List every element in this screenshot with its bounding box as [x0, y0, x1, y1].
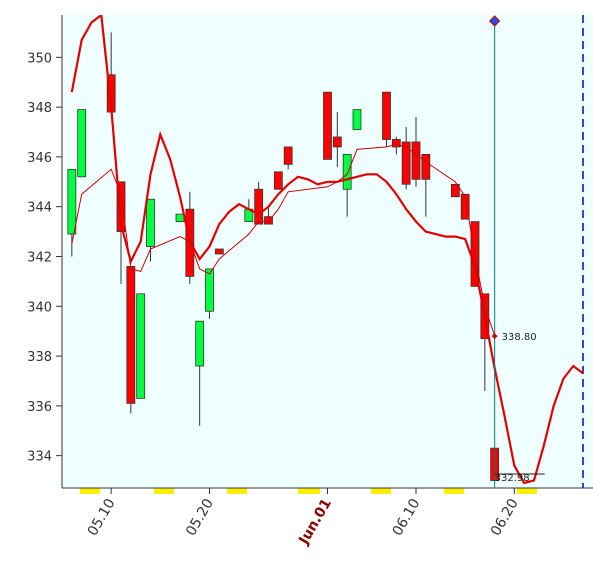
y-tick-label: 350 — [27, 51, 52, 66]
y-tick-label: 344 — [27, 201, 52, 216]
weekend-markers — [80, 488, 537, 494]
x-tick-label: 06.20 — [488, 496, 522, 539]
candle-body — [273, 171, 283, 190]
weekend-marker — [371, 488, 391, 494]
x-tick-label: 05.20 — [183, 496, 217, 539]
weekend-marker — [80, 488, 100, 494]
annotation: 332.98 — [495, 473, 530, 484]
y-tick-label: 342 — [27, 250, 52, 265]
candle-body — [352, 109, 362, 130]
candle-body — [264, 216, 273, 225]
candle-body — [401, 141, 411, 185]
candle-body — [67, 168, 77, 235]
candle-body — [283, 146, 293, 165]
candle-body — [195, 320, 205, 367]
candle-body — [77, 109, 87, 178]
candle-body — [214, 248, 224, 255]
y-tick-label: 334 — [27, 450, 52, 465]
candle-body — [205, 268, 214, 312]
annotation: 338.80 — [502, 332, 537, 343]
line-series — [71, 143, 496, 337]
candle-body — [323, 91, 332, 160]
candle-body — [136, 293, 146, 399]
candle-body — [450, 183, 460, 198]
candle-body — [382, 91, 391, 140]
y-tick-label: 338 — [27, 350, 52, 365]
candle-body — [391, 139, 401, 148]
weekend-marker — [227, 488, 247, 494]
x-tick-label: 05.10 — [85, 496, 119, 539]
weekend-marker — [444, 488, 464, 494]
candle-body — [342, 154, 352, 190]
candle-body — [332, 136, 342, 148]
x-tick-label: Jun.01 — [296, 496, 335, 548]
x-tick-label: 06.10 — [390, 496, 424, 539]
candle-body — [460, 193, 470, 220]
weekend-marker — [517, 488, 537, 494]
weekend-marker — [154, 488, 174, 494]
y-tick-label: 340 — [27, 300, 52, 315]
candle-body — [421, 154, 431, 180]
candle-body — [411, 141, 421, 180]
candle-body — [146, 198, 155, 247]
candle-body — [175, 213, 185, 223]
cursor-marker — [488, 15, 501, 27]
y-tick-label: 336 — [27, 400, 52, 415]
y-tick-label: 348 — [27, 101, 52, 116]
weekend-marker — [298, 488, 320, 494]
y-tick-label: 346 — [27, 151, 52, 166]
candle-body — [116, 181, 126, 232]
candle-body — [126, 266, 136, 404]
annotation-dot — [491, 333, 498, 340]
candle-body — [254, 188, 264, 225]
plot-area — [62, 15, 593, 488]
line-series — [70, 15, 584, 485]
